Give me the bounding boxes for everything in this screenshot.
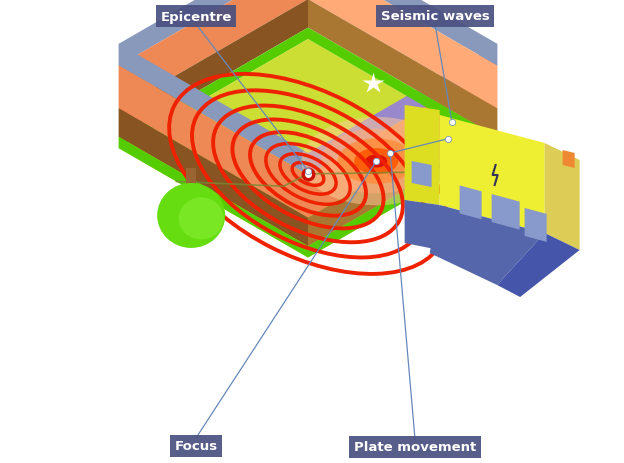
Polygon shape — [119, 0, 308, 138]
Polygon shape — [119, 67, 308, 218]
Text: Seismic waves: Seismic waves — [381, 11, 489, 24]
Polygon shape — [404, 200, 440, 250]
Polygon shape — [308, 109, 497, 247]
Polygon shape — [119, 29, 308, 149]
Polygon shape — [119, 40, 497, 258]
Polygon shape — [430, 206, 545, 285]
Polygon shape — [119, 44, 308, 175]
Polygon shape — [186, 169, 196, 194]
Polygon shape — [404, 106, 440, 206]
Polygon shape — [119, 0, 308, 109]
Ellipse shape — [365, 155, 388, 168]
Polygon shape — [460, 186, 482, 220]
Polygon shape — [119, 0, 308, 67]
Polygon shape — [497, 233, 580, 297]
Polygon shape — [119, 109, 308, 247]
Ellipse shape — [178, 198, 223, 240]
Polygon shape — [308, 0, 497, 109]
Polygon shape — [308, 67, 497, 218]
Polygon shape — [119, 138, 308, 258]
Ellipse shape — [301, 118, 451, 206]
Polygon shape — [440, 116, 545, 233]
Polygon shape — [545, 144, 580, 250]
Text: Plate movement: Plate movement — [354, 441, 476, 454]
Polygon shape — [308, 138, 497, 258]
Polygon shape — [525, 208, 547, 242]
Text: Epicentre: Epicentre — [160, 11, 232, 24]
Ellipse shape — [157, 183, 225, 249]
Ellipse shape — [321, 129, 431, 194]
Polygon shape — [412, 162, 432, 188]
Ellipse shape — [354, 149, 398, 175]
Polygon shape — [308, 0, 497, 138]
Polygon shape — [563, 150, 575, 169]
Polygon shape — [308, 29, 497, 149]
Text: Focus: Focus — [175, 439, 218, 452]
Polygon shape — [308, 0, 497, 67]
Polygon shape — [492, 194, 520, 230]
Polygon shape — [308, 44, 497, 175]
Ellipse shape — [338, 139, 415, 184]
